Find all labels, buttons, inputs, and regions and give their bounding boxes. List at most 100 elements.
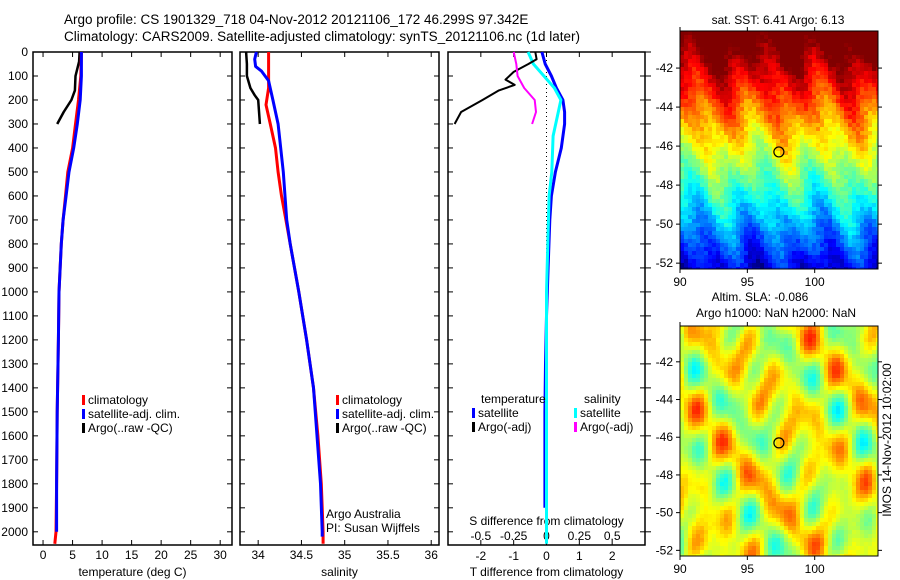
legend-item-swatch [82,395,85,405]
y-tick-label: 1800 [1,477,28,491]
sla-map-title: Altim. SLA: -0.086 [712,290,809,304]
legend-item: satellite-adj. clim. [342,407,434,421]
x-tick-label: 90 [673,562,687,576]
x-tick-label: 5 [69,548,76,562]
x-tick-label: 1 [576,549,583,563]
legend-item-swatch [472,408,475,418]
y-tick-label: 500 [8,165,28,179]
y-tick-label: 300 [8,117,28,131]
y-tick-label: -50 [656,217,674,231]
y-tick-label: -44 [656,100,674,114]
credit-line2: PI: Susan Wijffels [326,521,420,535]
sla-map-subtitle: Argo h1000: NaN h2000: NaN [696,306,856,320]
x-tick-label: 35.5 [376,548,400,562]
y-tick-label: 1300 [1,357,28,371]
x-tick-label: 15 [125,548,139,562]
legend-item-swatch [336,409,339,419]
x-tick-label: 34 [251,548,265,562]
argo-position-marker [773,146,785,158]
y-tick-label: 700 [8,213,28,227]
s-diff-argo-line [512,51,537,125]
legend-item: Argo(-adj) [580,420,633,434]
x-tick-label: 2 [609,549,616,563]
temperature-argo-line [56,51,81,125]
y-tick-label: 2000 [1,525,28,539]
legend-item: climatology [342,393,402,407]
y-tick-label: -42 [656,61,674,75]
x-tick-label: 30 [214,548,228,562]
x-tick-label: 0 [40,548,47,562]
y-tick-label: 1400 [1,381,28,395]
x-tick-label: 35 [338,548,352,562]
x-tick-label: -1 [508,549,519,563]
y-tick-label: 1200 [1,333,28,347]
y-tick-label: 1900 [1,501,28,515]
x-tick-label: 34.5 [290,548,314,562]
y-tick-label: 1600 [1,429,28,443]
y-tick-label: -52 [656,256,674,270]
x-tick-label: 25 [184,548,198,562]
legend-heading-temperature: temperature [481,392,546,406]
legend-item-swatch [336,395,339,405]
y-tick-label: -52 [656,543,674,557]
salinity-satellite-line [253,51,324,537]
legend-item: satellite [580,406,621,420]
legend-item-swatch [82,409,85,419]
sla-map [680,326,878,556]
y-tick-label: 1000 [1,285,28,299]
salinity-climatology-line [264,52,325,544]
y-tick-label: 100 [8,69,28,83]
temperature-satellite-line [55,52,83,532]
y-tick-label: -44 [656,393,674,407]
x-tick-label: -2 [475,549,486,563]
y-tick-label: -46 [656,430,674,444]
figure-title: Argo profile: CS 1901329_718 04-Nov-2012… [64,12,528,27]
salinity-argo-line [244,51,262,125]
x-tick-label: 0 [543,549,550,563]
legend-item: climatology [88,393,148,407]
x-tick-label: 36 [425,548,439,562]
y-tick-label: -50 [656,506,674,520]
legend-item-swatch [82,423,85,433]
x-tick-label: 95 [741,275,755,289]
legend-item: satellite [478,406,519,420]
sst-map-title: sat. SST: 6.41 Argo: 6.13 [712,13,845,27]
x2-tick-label: -0.5 [470,529,491,543]
t-diff-argo-line [453,51,538,125]
salinity-axes-frame [239,51,440,546]
s-diff-satellite-line [526,51,563,544]
legend-item-swatch [574,408,577,418]
legend-item: Argo(-adj) [478,420,531,434]
x-tick-label: 90 [673,275,687,289]
argo-position-marker [773,437,785,449]
y-tick-label: -46 [656,139,674,153]
y-tick-label: 800 [8,237,28,251]
legend-item-swatch [472,422,475,432]
x-axis-label: T difference from climatology [470,565,624,579]
y-tick-label: 1500 [1,405,28,419]
y-tick-label: 600 [8,189,28,203]
legend-item-swatch [336,423,339,433]
sst-map-frame [679,30,879,270]
x-tick-label: 100 [805,275,825,289]
temperature-axes-frame [32,51,233,546]
legend-item: satellite-adj. clim. [88,407,180,421]
legend-item-swatch [574,422,577,432]
x-tick-label: 10 [95,548,109,562]
x-tick-label: 100 [805,562,825,576]
y-tick-label: 1700 [1,453,28,467]
y-tick-label: -48 [656,468,674,482]
legend-heading-salinity: salinity [584,392,621,406]
x2-tick-label: -0.25 [500,529,528,543]
y-tick-label: 200 [8,93,28,107]
y-tick-label: -42 [656,355,674,369]
y-tick-label: 900 [8,261,28,275]
figure-subtitle: Climatology: CARS2009. Satellite-adjuste… [64,29,580,44]
sst-map [680,31,878,269]
y-tick-label: 0 [21,45,28,59]
y-tick-label: 400 [8,141,28,155]
legend-item: Argo(..raw -QC) [342,421,427,435]
sla-map-frame [679,325,879,557]
imos-stamp: IMOS 14-Nov-2012 10:02:00 [880,363,894,517]
x2-tick-label: 0.5 [604,529,621,543]
